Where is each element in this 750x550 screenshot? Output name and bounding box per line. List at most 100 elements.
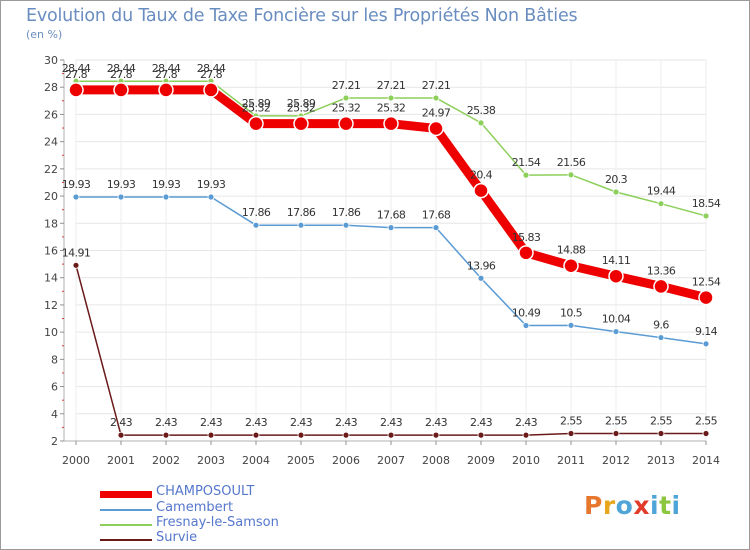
data-label: 10.04: [602, 313, 631, 326]
data-label: 9.14: [695, 325, 718, 338]
data-label: 14.11: [602, 254, 631, 267]
data-label: 19.93: [107, 178, 136, 191]
data-point: [248, 115, 264, 132]
y-tick-label: 30: [44, 54, 58, 67]
data-label: 10.5: [560, 306, 583, 319]
data-label: 2.43: [335, 416, 358, 429]
y-tick-label: 14: [44, 272, 58, 285]
y-tick-label: 10: [44, 326, 58, 339]
data-point: [387, 224, 395, 232]
data-label: 27.8: [65, 68, 88, 81]
data-label: 25.32: [377, 102, 406, 115]
data-point: [698, 289, 714, 306]
data-point: [117, 193, 125, 201]
data-label: 27.8: [155, 68, 178, 81]
data-label: 25.32: [242, 102, 271, 115]
data-label: 9.6: [653, 319, 669, 332]
data-point: [657, 430, 665, 437]
data-label: 27.8: [110, 68, 133, 81]
y-tick-label: 24: [44, 136, 58, 149]
data-label: 2.55: [605, 415, 628, 428]
data-point: [252, 221, 260, 229]
data-point: [383, 115, 399, 132]
data-point: [612, 188, 620, 196]
data-point: [158, 82, 174, 98]
y-tick-label: 2: [51, 435, 58, 448]
data-label: 25.32: [287, 102, 316, 115]
legend-label-survie: Survie: [156, 530, 198, 545]
data-point: [477, 119, 485, 127]
data-label: 17.86: [242, 206, 271, 219]
legend-label-champosoult: CHAMPOSOULT: [156, 484, 255, 499]
data-label: 2.43: [380, 416, 403, 429]
data-label: 25.89: [242, 97, 271, 110]
data-point: [567, 321, 575, 329]
data-label: 13.96: [467, 259, 496, 272]
data-point: [567, 171, 575, 179]
data-label: 2.55: [650, 415, 673, 428]
data-point: [342, 221, 350, 229]
data-label: 2.43: [425, 416, 448, 429]
chart-title: Evolution du Taux de Taxe Foncière sur l…: [26, 6, 578, 26]
data-label: 28.44: [107, 62, 136, 75]
data-point: [432, 431, 440, 439]
data-point: [113, 82, 129, 98]
data-point: [432, 224, 440, 232]
data-label: 13.36: [647, 264, 676, 277]
y-tick-label: 22: [44, 163, 58, 176]
data-label: 19.93: [197, 178, 226, 191]
x-tick-label: 2007: [377, 454, 405, 467]
data-point: [522, 171, 530, 179]
data-point: [477, 274, 485, 282]
data-label: 24.97: [422, 106, 451, 119]
data-point: [293, 115, 309, 132]
logo-letter: i: [671, 491, 681, 520]
data-label: 2.43: [200, 416, 223, 429]
data-point: [297, 221, 305, 229]
data-label: 28.44: [62, 62, 91, 75]
x-tick-label: 2011: [557, 454, 585, 467]
data-point: [432, 94, 440, 102]
data-label: 2.43: [245, 416, 268, 429]
data-point: [68, 82, 84, 98]
data-label: 20.3: [605, 173, 628, 186]
data-label: 2.43: [155, 416, 178, 429]
legend-label-fresnay: Fresnay-le-Samson: [156, 515, 279, 530]
data-label: 2.43: [470, 416, 493, 429]
data-point: [702, 340, 710, 348]
data-point: [657, 334, 665, 341]
data-point: [338, 115, 354, 132]
data-point: [518, 245, 534, 261]
data-label: 12.54: [692, 276, 721, 289]
data-label: 19.93: [152, 178, 181, 191]
data-label: 14.88: [557, 244, 586, 257]
logo-letter: x: [633, 491, 650, 520]
data-label: 17.86: [332, 206, 361, 219]
x-tick-label: 2012: [602, 454, 630, 467]
series-fresnay-le-samson: 28.44 28.44 28.44 28.44 25.89 25.89 27.21 27.21…: [62, 62, 721, 220]
data-label: 27.21: [377, 79, 406, 92]
data-point: [702, 430, 710, 437]
data-label: 2.55: [560, 415, 583, 428]
data-point: [387, 94, 395, 102]
series-champosoult: 27.8 27.8 27.8 27.8 25.32 25.32 25.32 25.32 24.9…: [65, 68, 721, 306]
data-label: 25.38: [467, 104, 496, 117]
y-tick-label: 6: [51, 381, 58, 394]
data-label: 19.93: [62, 178, 91, 191]
chart-subtitle: (en %): [26, 28, 63, 41]
data-point: [297, 431, 305, 439]
series-survie: 14.91 2.43 2.43 2.43 2.43 2.43 2.43 2.43 2.43 2.4…: [62, 246, 718, 439]
data-point: [207, 193, 215, 201]
data-label: 2.43: [515, 416, 538, 429]
data-label: 17.86: [287, 206, 316, 219]
data-label: 27.8: [200, 68, 223, 81]
data-label: 10.49: [512, 306, 541, 319]
data-point: [522, 431, 530, 439]
data-point: [608, 268, 624, 284]
data-label: 17.68: [422, 209, 451, 222]
data-point: [342, 431, 350, 439]
data-point: [522, 322, 530, 329]
y-tick-label: 12: [44, 299, 58, 312]
data-point: [252, 431, 260, 439]
x-tick-label: 2001: [107, 454, 135, 467]
